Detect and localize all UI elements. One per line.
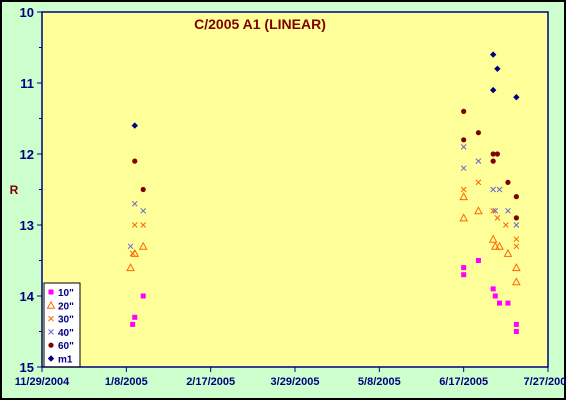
data-point [461,265,467,271]
legend-box [43,282,81,368]
data-point [490,186,497,193]
plot-area [41,11,549,368]
data-point [126,263,135,272]
y-tick-label: 15 [20,360,34,375]
legend-label: m1 [58,355,73,366]
legend-label: 10" [58,288,74,299]
data-point [494,65,501,72]
chart-title: C/2005 A1 (LINEAR) [194,16,326,32]
y-tick-label: 11 [20,76,34,91]
data-point [475,130,482,136]
x-tick-label: 1/8/2005 [105,376,148,388]
legend-marker [48,329,54,335]
series-circle [132,108,519,221]
data-point [513,222,520,228]
data-point [495,241,504,250]
series-diamond [131,51,520,129]
data-point [140,207,147,214]
data-point [496,186,503,193]
data-point [474,206,483,215]
legend-label: 60" [58,341,74,352]
data-point [505,207,511,214]
data-point [132,158,138,164]
data-point [513,94,520,101]
data-point [475,158,482,164]
x-tick-label: 2/17/2005 [186,376,235,388]
data-point [127,243,134,250]
legend-label: 20" [58,301,74,312]
series-x [127,144,520,250]
legend-marker [46,300,56,309]
data-point [131,200,138,207]
legend-marker [48,289,54,295]
series-triangle [126,192,521,286]
legend-label: 30" [58,315,74,326]
legend-marker [48,315,54,322]
data-point [460,165,467,172]
data-marks [126,51,521,334]
legend: 10" 20" 30" 40" 60" m1 [43,282,81,368]
data-point [513,243,520,250]
data-point [490,207,497,214]
data-point [475,179,482,186]
data-point [490,241,500,250]
data-point [459,192,469,201]
x-tick-label: 3/29/2005 [271,376,320,388]
legend-label: 40" [58,328,74,339]
y-tick-label: 12 [20,147,34,162]
data-point [502,222,509,228]
data-point [460,144,467,150]
data-point [513,215,519,221]
y-axis-label: R [10,183,19,197]
data-point [513,329,519,334]
data-point [490,151,496,157]
data-point [138,241,148,250]
data-point [513,236,520,243]
data-point [512,277,521,286]
series-square [130,258,519,334]
data-point [475,258,481,263]
data-point [489,51,497,58]
data-point [505,300,511,306]
data-point [460,186,467,193]
data-point [505,179,511,185]
data-point [503,248,513,257]
data-point [490,158,496,164]
series-x [129,179,520,257]
data-point [489,86,497,94]
data-point [140,186,146,193]
data-point [130,321,136,327]
data-point [461,108,467,114]
data-point [494,215,501,221]
data-point [490,286,496,292]
x-tick-label: 7/27/2005 [524,376,566,388]
data-point [132,314,138,320]
data-point [492,293,498,299]
data-point [488,234,498,243]
x-tick-label: 5/8/2005 [358,376,401,388]
legend-marker [48,342,54,348]
data-point [461,137,467,143]
data-point [131,122,138,129]
data-point [140,222,147,228]
y-tick-label: 14 [20,289,35,304]
x-tick-label: 11/29/2004 [15,376,70,388]
legend-marker [47,355,55,362]
y-tick-label: 13 [20,218,34,233]
data-point [497,300,503,306]
y-tick-label: 10 [20,5,34,20]
data-point [492,207,499,214]
data-point [140,293,146,299]
data-point [512,263,521,272]
data-point [461,272,467,278]
data-point [513,194,519,200]
data-point [459,213,469,222]
data-point [513,321,519,327]
data-point [131,222,138,228]
data-point [494,151,500,157]
data-point [129,250,136,257]
x-tick-label: 6/17/2005 [439,376,488,388]
